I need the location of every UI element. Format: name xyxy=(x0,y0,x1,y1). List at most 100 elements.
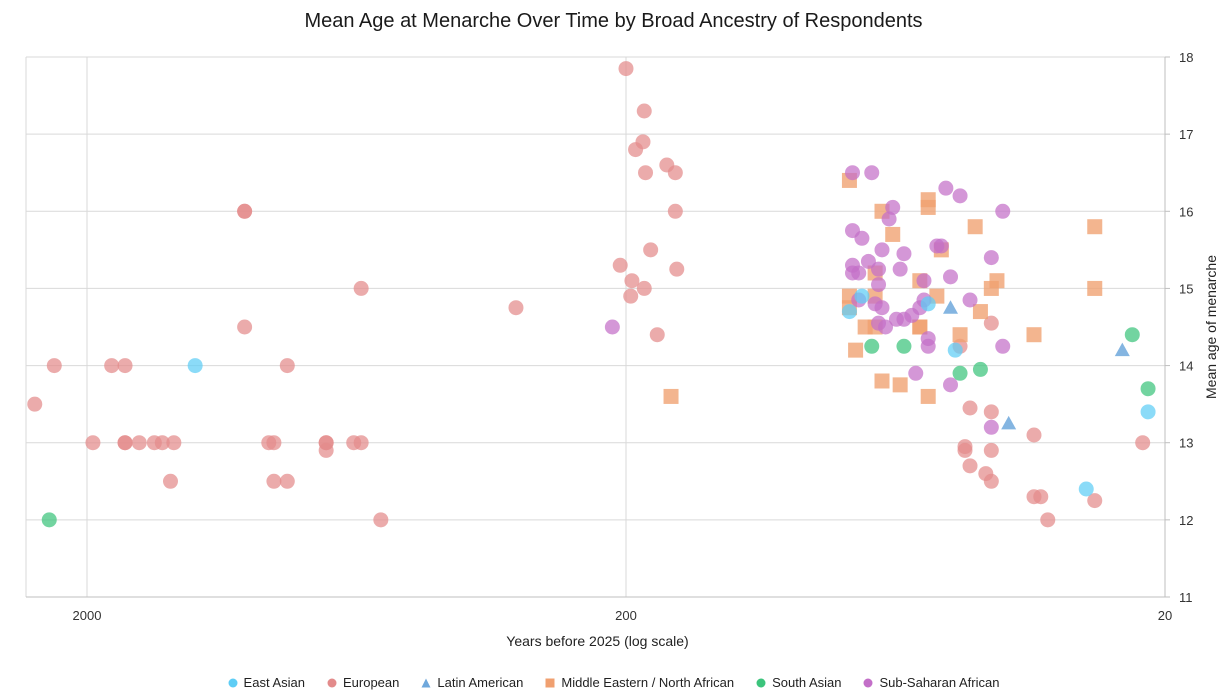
data-point xyxy=(638,165,654,181)
data-point xyxy=(878,319,894,335)
data-point xyxy=(131,435,147,451)
data-point xyxy=(1026,327,1042,343)
data-point xyxy=(604,319,620,335)
x-tick-label: 20 xyxy=(1158,608,1172,623)
legend-swatch-icon xyxy=(756,678,766,687)
data-point xyxy=(947,342,963,358)
data-point xyxy=(896,246,912,262)
chart-title: Mean Age at Menarche Over Time by Broad … xyxy=(304,10,923,32)
x-axis-ticks: 2000 200 20 xyxy=(73,608,1173,623)
y-axis-label: Mean age of menarche xyxy=(1203,255,1219,399)
y-axis-ticks: 11 12 13 14 15 16 17 18 xyxy=(1165,50,1193,605)
legend-swatch-icon xyxy=(421,678,431,687)
data-point xyxy=(85,435,101,451)
data-point xyxy=(166,435,182,451)
data-point xyxy=(162,473,178,489)
data-point xyxy=(1124,327,1140,343)
data-point xyxy=(995,338,1011,354)
data-point xyxy=(995,203,1011,219)
data-point xyxy=(1026,427,1042,443)
data-point xyxy=(962,292,978,308)
legend-item: Middle Eastern / North African xyxy=(545,675,734,690)
data-point xyxy=(908,365,924,381)
data-point xyxy=(920,388,936,404)
legend-label: Latin American xyxy=(437,675,524,690)
data-point xyxy=(508,300,524,316)
legend-swatch-icon xyxy=(863,678,873,687)
x-axis-label: Years before 2025 (log scale) xyxy=(506,633,688,649)
data-point xyxy=(624,273,640,289)
legend-item: East Asian xyxy=(228,675,305,690)
y-tick-label: 16 xyxy=(1179,204,1193,219)
data-point xyxy=(237,203,253,219)
data-point xyxy=(667,165,683,181)
data-point xyxy=(874,300,890,316)
data-point xyxy=(841,304,857,320)
data-point xyxy=(667,203,683,219)
data-point xyxy=(983,473,999,489)
data-point xyxy=(962,400,978,416)
data-point xyxy=(353,435,369,451)
data-point xyxy=(957,439,973,455)
data-point xyxy=(266,435,282,451)
legend-item: South Asian xyxy=(756,675,841,690)
data-point xyxy=(983,404,999,420)
data-point xyxy=(27,396,43,412)
data-points xyxy=(27,61,1156,528)
legend-swatch-icon xyxy=(228,678,238,687)
data-point xyxy=(1033,489,1049,505)
data-point xyxy=(117,435,133,451)
data-point xyxy=(41,512,57,528)
data-point xyxy=(612,257,628,273)
legend-item: Latin American xyxy=(421,675,523,690)
data-point xyxy=(916,273,932,289)
data-point xyxy=(967,219,983,235)
legend-swatch-icon xyxy=(327,678,337,687)
data-point xyxy=(636,280,652,296)
data-point xyxy=(920,338,936,354)
data-point xyxy=(874,242,890,258)
data-point xyxy=(933,238,949,254)
data-point xyxy=(943,269,959,285)
legend-item: European xyxy=(327,675,399,690)
data-point xyxy=(972,361,988,377)
y-tick-label: 14 xyxy=(1179,359,1193,374)
data-point xyxy=(972,304,988,320)
data-point xyxy=(920,199,936,215)
data-point xyxy=(983,419,999,435)
data-point xyxy=(279,358,295,374)
series-latin-american xyxy=(943,300,1130,430)
y-tick-label: 13 xyxy=(1179,436,1193,451)
y-tick-label: 11 xyxy=(1179,590,1193,605)
data-point xyxy=(874,373,890,389)
legend-label: East Asian xyxy=(243,675,305,690)
series-east-asian xyxy=(187,288,1156,497)
data-point xyxy=(1135,435,1151,451)
series-south-asian xyxy=(41,327,1156,528)
data-point xyxy=(643,242,659,258)
data-point xyxy=(237,319,253,335)
data-point xyxy=(117,358,133,374)
data-point xyxy=(943,377,959,393)
legend-swatch-icon xyxy=(545,678,555,687)
data-point xyxy=(46,358,62,374)
x-tick-label: 200 xyxy=(615,608,637,623)
data-point xyxy=(962,458,978,474)
data-point xyxy=(854,230,870,246)
data-point xyxy=(1087,219,1103,235)
y-tick-label: 15 xyxy=(1179,281,1193,296)
data-point xyxy=(669,261,685,277)
data-point xyxy=(892,377,908,393)
data-point xyxy=(920,296,936,312)
y-tick-label: 12 xyxy=(1179,513,1193,528)
data-point xyxy=(318,442,334,458)
data-point xyxy=(1087,493,1103,509)
legend-label: South Asian xyxy=(772,675,842,690)
data-point xyxy=(279,473,295,489)
data-point xyxy=(983,442,999,458)
legend-label: Middle Eastern / North African xyxy=(561,675,735,690)
data-point xyxy=(871,261,887,277)
data-point xyxy=(649,327,665,343)
data-point xyxy=(373,512,389,528)
